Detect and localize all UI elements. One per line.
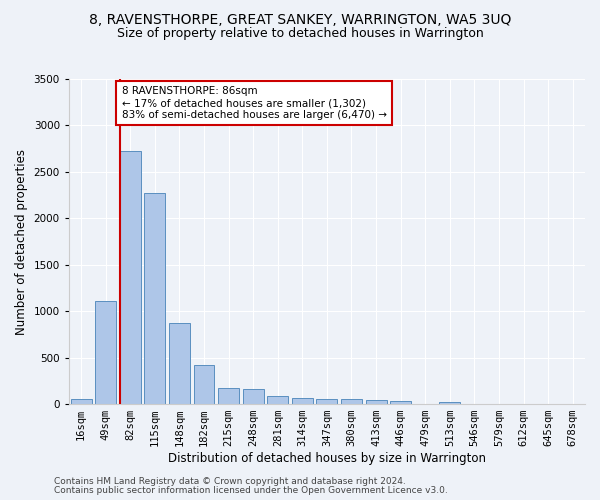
Bar — [120, 150, 141, 404]
Bar — [243, 389, 263, 404]
Bar — [145, 193, 166, 404]
Bar — [365, 400, 386, 404]
Bar — [218, 388, 239, 404]
Text: 8 RAVENSTHORPE: 86sqm
← 17% of detached houses are smaller (1,302)
83% of semi-d: 8 RAVENSTHORPE: 86sqm ← 17% of detached … — [122, 86, 386, 120]
X-axis label: Distribution of detached houses by size in Warrington: Distribution of detached houses by size … — [168, 452, 486, 465]
Bar — [71, 399, 92, 404]
Bar — [439, 402, 460, 404]
Bar — [95, 300, 116, 404]
Bar — [316, 400, 337, 404]
Text: Contains public sector information licensed under the Open Government Licence v3: Contains public sector information licen… — [54, 486, 448, 495]
Text: Contains HM Land Registry data © Crown copyright and database right 2024.: Contains HM Land Registry data © Crown c… — [54, 477, 406, 486]
Text: 8, RAVENSTHORPE, GREAT SANKEY, WARRINGTON, WA5 3UQ: 8, RAVENSTHORPE, GREAT SANKEY, WARRINGTO… — [89, 12, 511, 26]
Bar — [292, 398, 313, 404]
Bar — [194, 364, 214, 404]
Y-axis label: Number of detached properties: Number of detached properties — [15, 148, 28, 334]
Bar — [268, 396, 288, 404]
Text: Size of property relative to detached houses in Warrington: Size of property relative to detached ho… — [116, 28, 484, 40]
Bar — [390, 402, 411, 404]
Bar — [341, 400, 362, 404]
Bar — [169, 323, 190, 404]
